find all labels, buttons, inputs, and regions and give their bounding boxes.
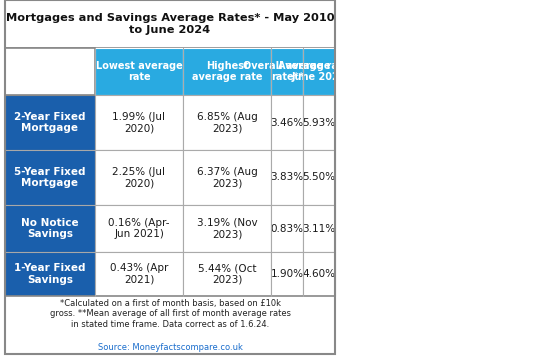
Bar [5,95,95,150]
Bar [183,48,271,95]
Bar [5,296,335,354]
Text: No Notice
Savings: No Notice Savings [21,218,79,239]
Text: 0.16% (Apr-
Jun 2021): 0.16% (Apr- Jun 2021) [108,218,170,239]
Bar [5,48,95,95]
Text: 5-Year Fixed
Mortgage: 5-Year Fixed Mortgage [14,167,86,188]
Text: 1.90%: 1.90% [271,269,304,279]
Text: 0.43% (Apr
2021): 0.43% (Apr 2021) [110,263,168,285]
Bar [95,150,183,205]
Bar [271,95,303,150]
Text: 2.25% (Jul
2020): 2.25% (Jul 2020) [113,167,166,188]
Bar [95,95,183,150]
Bar [95,48,183,95]
Bar [303,95,335,150]
Bar [303,252,335,296]
Text: Mortgages and Savings Average Rates* - May 2010
to June 2024: Mortgages and Savings Average Rates* - M… [6,13,334,35]
Bar [183,150,271,205]
Text: Average rate 1
June 2024: Average rate 1 June 2024 [278,61,360,82]
Text: 5.44% (Oct
2023): 5.44% (Oct 2023) [198,263,256,285]
Text: 5.93%: 5.93% [302,117,336,127]
Text: Overall average
rate**: Overall average rate** [243,61,331,82]
Text: 3.19% (Nov
2023): 3.19% (Nov 2023) [197,218,257,239]
Text: 3.46%: 3.46% [271,117,304,127]
Text: Highest
average rate: Highest average rate [192,61,262,82]
Bar [95,205,183,252]
Text: 0.83%: 0.83% [271,224,304,233]
Bar [183,205,271,252]
Text: 3.11%: 3.11% [302,224,336,233]
Text: 2-Year Fixed
Mortgage: 2-Year Fixed Mortgage [14,112,86,133]
Bar [5,252,95,296]
Bar [303,205,335,252]
Bar [271,205,303,252]
Text: 3.83%: 3.83% [271,173,304,182]
Text: 1.99% (Jul
2020): 1.99% (Jul 2020) [113,112,166,133]
Bar [271,150,303,205]
Bar [303,48,335,95]
Text: 5.50%: 5.50% [302,173,336,182]
Bar [5,150,95,205]
Bar [5,0,335,354]
Text: Source: Moneyfactscompare.co.uk: Source: Moneyfactscompare.co.uk [97,342,243,351]
Text: 4.60%: 4.60% [302,269,336,279]
Bar [303,150,335,205]
Bar [271,48,303,95]
Bar [95,252,183,296]
Text: *Calculated on a first of month basis, based on £10k
gross. **Mean average of al: *Calculated on a first of month basis, b… [50,299,290,329]
Bar [183,95,271,150]
Bar [183,252,271,296]
Bar [271,252,303,296]
Bar [5,0,335,48]
Text: 6.37% (Aug
2023): 6.37% (Aug 2023) [197,167,257,188]
Text: 6.85% (Aug
2023): 6.85% (Aug 2023) [197,112,257,133]
Bar [5,205,95,252]
Text: 1-Year Fixed
Savings: 1-Year Fixed Savings [14,263,86,285]
Text: Lowest average
rate: Lowest average rate [96,61,183,82]
